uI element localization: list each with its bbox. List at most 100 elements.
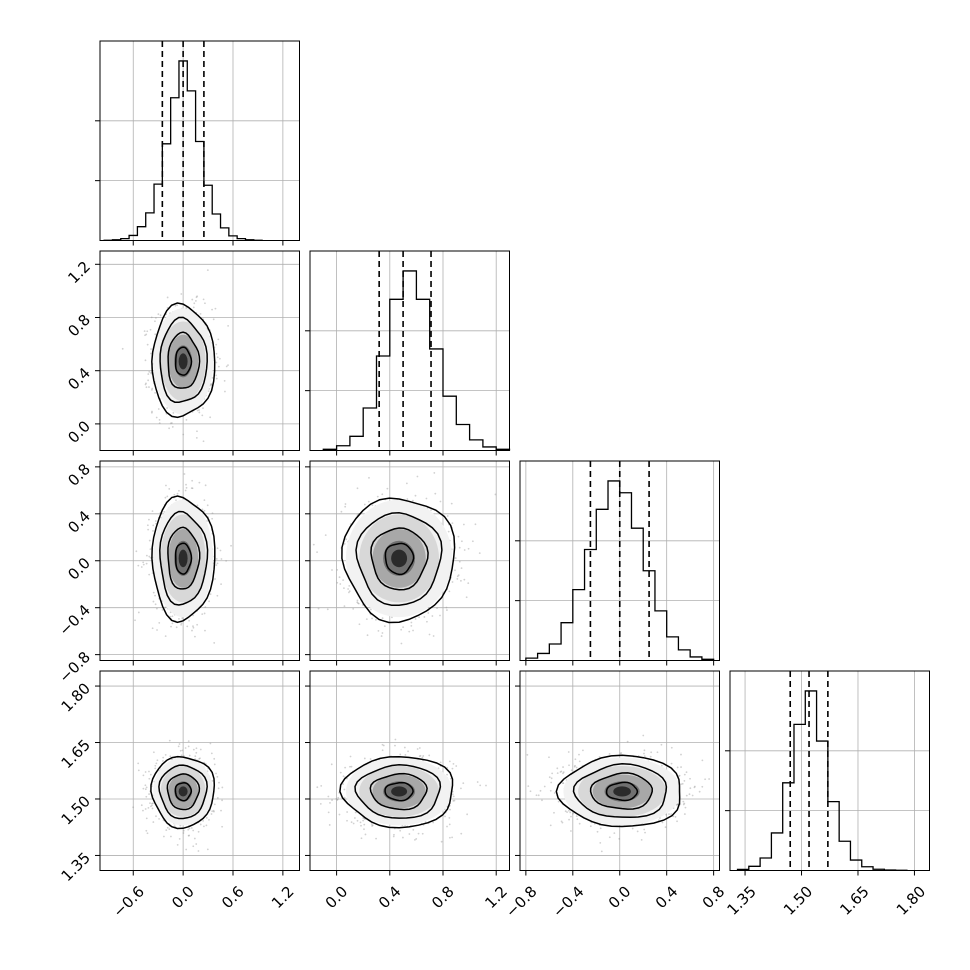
sample-point	[339, 583, 342, 585]
sample-point	[191, 487, 194, 490]
sample-point	[460, 579, 462, 582]
sample-point	[217, 365, 220, 368]
sample-point	[195, 296, 198, 299]
sample-point	[176, 843, 179, 846]
contour-line	[159, 510, 209, 606]
sample-point	[371, 504, 374, 507]
sample-point	[316, 786, 319, 789]
sample-point	[377, 629, 380, 632]
sample-point	[460, 787, 462, 790]
sample-point	[213, 803, 216, 806]
panel-frame	[99, 460, 300, 661]
sample-point	[207, 390, 210, 392]
sample-point	[414, 618, 417, 620]
sample-point	[152, 802, 154, 805]
panel-content	[121, 269, 230, 443]
sample-point	[164, 606, 167, 609]
sample-point	[566, 811, 569, 814]
y-tick-label: 0.4	[64, 364, 94, 394]
sample-point	[454, 557, 457, 559]
sample-point	[357, 602, 360, 605]
sample-point	[369, 608, 372, 611]
sample-point	[543, 785, 546, 788]
sample-point	[452, 800, 455, 802]
y-tick-label: 0.8	[64, 460, 94, 490]
sample-point	[216, 356, 219, 359]
sample-point	[210, 383, 212, 386]
sample-point	[151, 388, 153, 391]
sample-point	[557, 800, 560, 803]
sample-point	[165, 829, 168, 832]
sample-point	[144, 788, 147, 791]
sample-point	[683, 802, 686, 805]
sample-point	[376, 495, 379, 498]
density-panel-4-2	[305, 670, 510, 876]
sample-point	[317, 607, 320, 610]
sample-point	[578, 760, 581, 763]
sample-point	[683, 773, 686, 776]
sample-point	[194, 755, 197, 758]
sample-point	[145, 817, 148, 820]
density-fill	[391, 786, 408, 797]
sample-point	[494, 493, 497, 496]
sample-point	[368, 476, 370, 479]
sample-point	[684, 806, 687, 809]
sample-point	[449, 777, 452, 780]
sample-point	[146, 524, 149, 527]
sample-point	[145, 562, 148, 565]
sample-point	[394, 744, 396, 747]
sample-point	[144, 359, 147, 362]
sample-point	[193, 302, 196, 305]
sample-point	[201, 414, 204, 417]
sample-point	[561, 821, 564, 824]
sample-point	[402, 626, 405, 629]
sample-point	[578, 822, 581, 825]
sample-point	[185, 486, 188, 489]
contour-line	[605, 781, 639, 802]
sample-point	[404, 754, 407, 756]
sample-point	[661, 764, 663, 767]
sample-point	[598, 756, 601, 758]
sample-point	[479, 784, 482, 787]
sample-point	[148, 770, 150, 773]
sample-point	[564, 810, 567, 813]
sample-point	[214, 307, 217, 310]
histogram-panel-3	[515, 460, 720, 666]
sample-point	[485, 784, 487, 787]
sample-point	[701, 759, 704, 762]
sample-point	[198, 409, 200, 411]
sample-point	[188, 834, 191, 837]
sample-point	[216, 594, 219, 597]
sample-point	[154, 603, 157, 606]
sample-point	[137, 564, 140, 567]
sample-point	[412, 828, 415, 831]
sample-point	[346, 811, 349, 813]
sample-point	[145, 829, 148, 832]
sample-point	[151, 387, 154, 390]
sample-point	[455, 765, 458, 767]
sample-point	[410, 625, 413, 627]
sample-point	[408, 833, 411, 835]
sample-point	[156, 629, 158, 631]
sample-point	[187, 828, 190, 831]
sample-point	[196, 295, 199, 298]
sample-point	[168, 739, 171, 742]
sample-point	[221, 786, 224, 789]
sample-point	[180, 293, 183, 295]
sample-point	[204, 302, 206, 305]
sample-point	[571, 813, 574, 815]
sample-point	[213, 642, 216, 644]
sample-point	[451, 767, 454, 770]
sample-point	[529, 790, 532, 793]
sample-point	[142, 774, 145, 777]
sample-point	[152, 591, 155, 594]
sample-point	[342, 783, 344, 786]
x-tick-label: 0.4	[652, 883, 682, 913]
sample-point	[460, 832, 463, 835]
sample-point	[181, 617, 184, 620]
contour-line	[355, 512, 443, 606]
sample-point	[670, 762, 673, 765]
sample-point	[380, 635, 383, 637]
density-fill	[178, 353, 188, 370]
contour-line	[174, 782, 193, 802]
